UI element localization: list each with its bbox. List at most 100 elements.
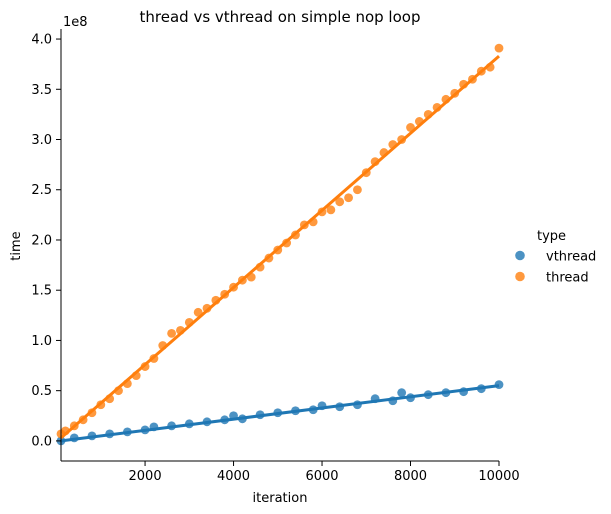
point-thread	[370, 157, 380, 167]
point-vthread	[441, 388, 451, 398]
point-thread	[122, 379, 132, 389]
y-tick-label: 3.5	[31, 83, 52, 98]
point-thread	[335, 197, 345, 207]
x-tick-label: 4000	[217, 469, 250, 484]
point-thread	[176, 325, 185, 335]
point-vthread	[273, 408, 283, 418]
point-thread	[441, 94, 451, 104]
point-thread	[229, 282, 238, 292]
point-thread	[388, 140, 398, 149]
point-thread	[308, 217, 318, 227]
point-thread	[167, 329, 177, 338]
point-thread	[317, 207, 327, 217]
y-scale-label: 1e8	[63, 15, 88, 30]
x-tick-label: 10000	[478, 469, 519, 484]
point-thread	[131, 371, 141, 381]
point-thread	[282, 238, 292, 248]
point-thread	[476, 66, 486, 76]
point-vthread	[388, 396, 398, 406]
x-tick-label: 6000	[305, 469, 338, 484]
point-vthread	[459, 387, 469, 397]
legend-title: type	[537, 229, 566, 244]
point-vthread	[105, 429, 115, 439]
series-thread	[56, 43, 504, 440]
point-thread	[105, 394, 115, 404]
point-thread	[158, 341, 168, 350]
point-vthread	[237, 414, 247, 424]
point-thread	[87, 408, 97, 418]
point-vthread	[149, 422, 159, 432]
point-thread	[69, 421, 79, 431]
point-vthread	[184, 419, 194, 429]
point-thread	[291, 230, 300, 240]
point-thread	[485, 62, 495, 72]
point-vthread	[423, 390, 433, 400]
point-thread	[246, 272, 256, 282]
point-thread	[353, 185, 362, 195]
point-thread	[61, 426, 70, 436]
point-thread	[468, 74, 477, 84]
point-thread	[255, 262, 265, 272]
point-thread	[344, 193, 353, 203]
point-thread	[149, 354, 159, 363]
point-thread	[211, 295, 221, 305]
point-thread	[114, 386, 123, 396]
point-thread	[202, 303, 212, 313]
y-tick-label: 1.5	[31, 284, 52, 299]
point-thread	[450, 88, 460, 98]
point-vthread	[202, 417, 212, 427]
point-vthread	[122, 427, 132, 437]
legend-label-vthread: vthread	[546, 250, 596, 265]
point-vthread	[229, 411, 238, 421]
y-tick-label: 2.0	[31, 233, 52, 248]
point-vthread	[397, 388, 407, 398]
x-axis-label: iteration	[253, 491, 308, 506]
point-vthread	[140, 425, 150, 435]
point-thread	[299, 220, 309, 230]
point-vthread	[220, 415, 230, 425]
point-vthread	[308, 405, 318, 415]
point-thread	[237, 275, 247, 285]
point-thread	[459, 79, 469, 89]
point-vthread	[291, 406, 300, 416]
point-vthread	[167, 421, 177, 431]
point-thread	[96, 400, 106, 410]
point-thread	[406, 123, 415, 132]
point-vthread	[317, 401, 327, 411]
point-vthread	[370, 394, 380, 404]
point-thread	[414, 117, 424, 126]
y-tick-label: 1.0	[31, 334, 52, 349]
legend-marker-vthread	[515, 250, 525, 261]
point-thread	[193, 307, 203, 317]
chart-title: thread vs vthread on simple nop loop	[140, 8, 421, 26]
point-thread	[184, 317, 194, 327]
y-tick-label: 0.0	[31, 434, 52, 449]
point-vthread	[255, 410, 265, 420]
point-thread	[423, 109, 433, 119]
legend: type vthread thread	[515, 229, 596, 286]
x-tick-label: 2000	[129, 469, 162, 484]
point-vthread	[335, 402, 345, 412]
x-tick-label: 8000	[394, 469, 427, 484]
point-thread	[432, 102, 442, 112]
point-vthread	[406, 393, 415, 403]
legend-marker-thread	[515, 271, 525, 282]
point-thread	[494, 43, 504, 53]
y-tick-label: 2.5	[31, 183, 52, 198]
y-axis-label: time	[9, 231, 24, 260]
y-tick-label: 0.5	[31, 384, 52, 399]
point-thread	[140, 362, 150, 371]
point-thread	[220, 289, 230, 299]
point-thread	[379, 148, 389, 157]
point-thread	[326, 205, 336, 215]
point-vthread	[476, 384, 486, 394]
point-vthread	[87, 431, 97, 441]
y-tick-label: 4.0	[31, 33, 52, 48]
point-vthread	[69, 433, 79, 443]
point-thread	[264, 253, 274, 263]
point-vthread	[353, 400, 362, 410]
series-vthread	[56, 380, 504, 446]
y-tick-label: 3.0	[31, 133, 52, 148]
point-thread	[397, 135, 407, 144]
